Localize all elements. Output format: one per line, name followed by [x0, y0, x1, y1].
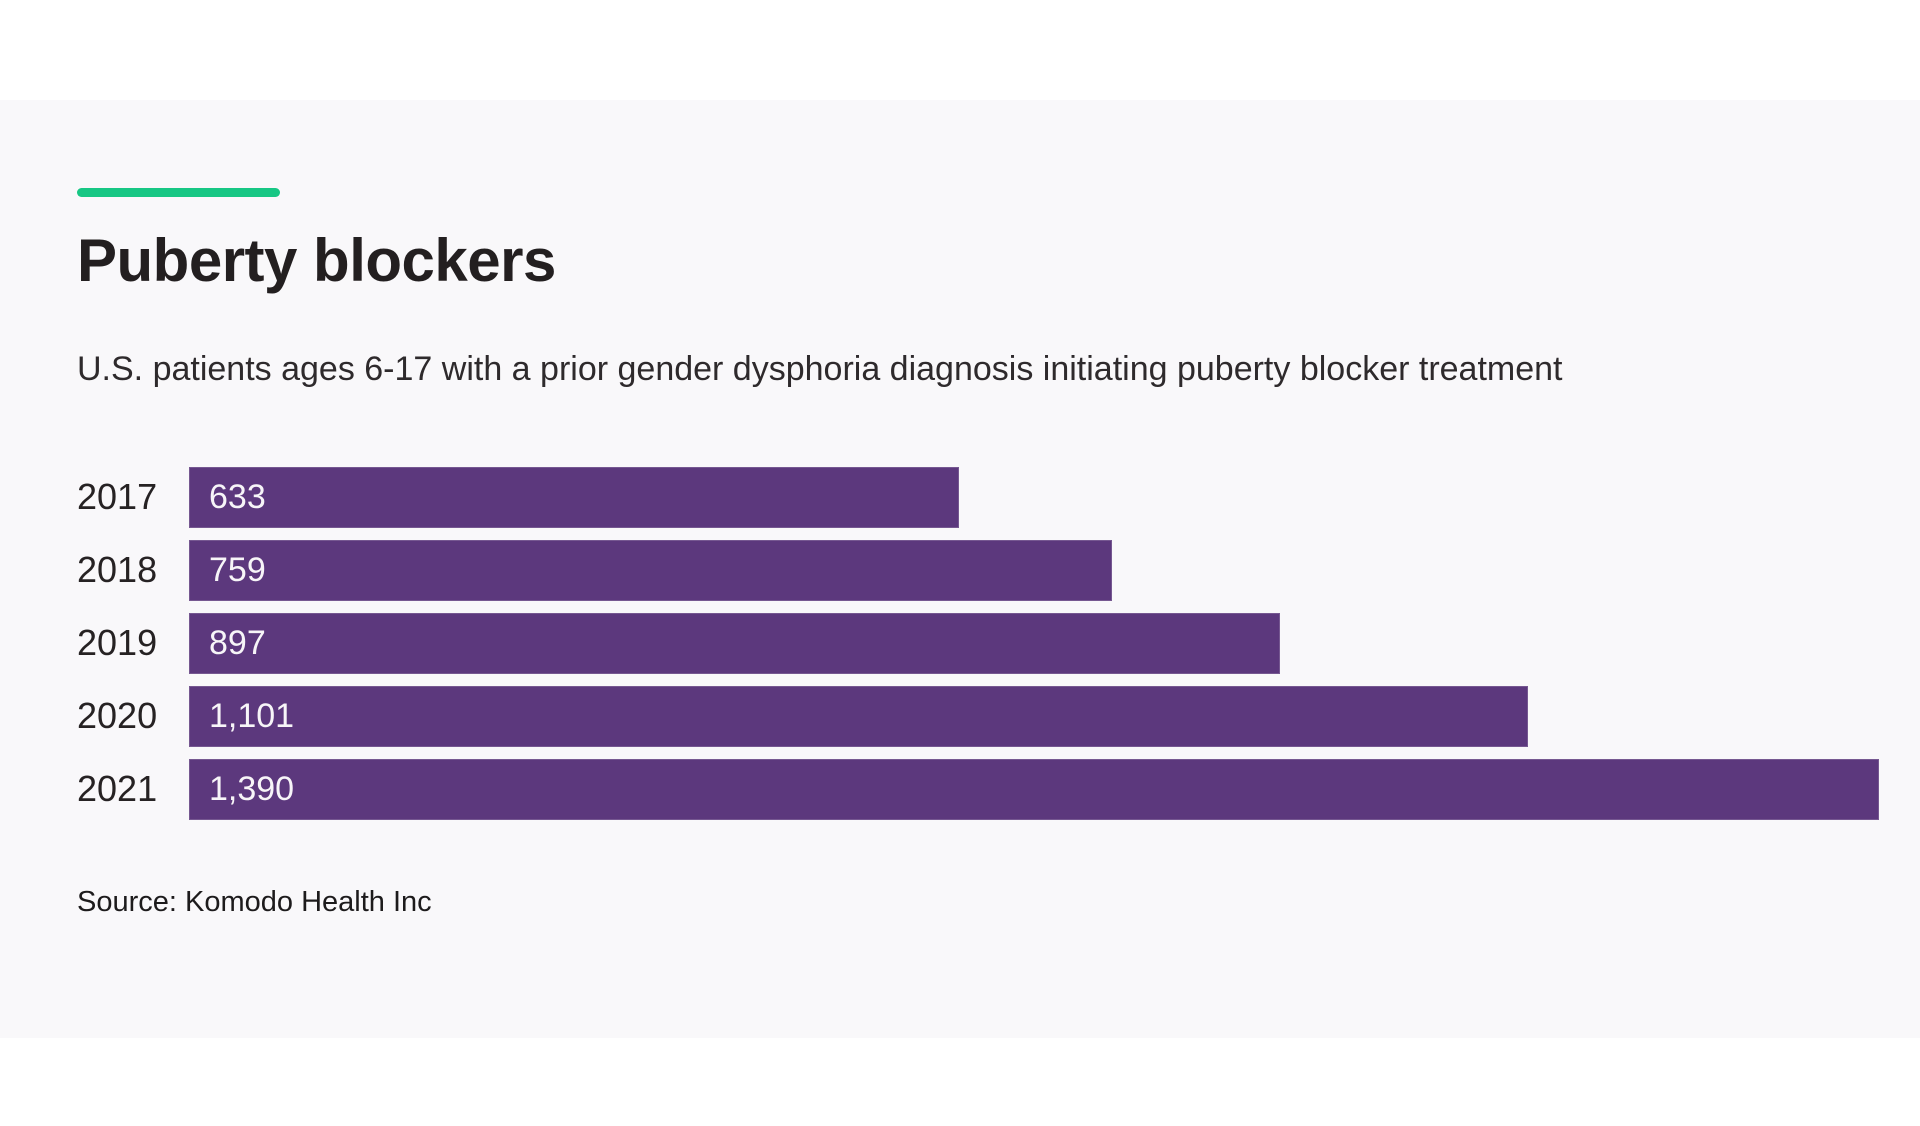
accent-rule: [77, 188, 280, 197]
year-label: 2018: [77, 549, 158, 591]
bar-2018: 759: [189, 539, 1112, 601]
bar-track: 759: [189, 539, 1879, 601]
bar-2017: 633: [189, 466, 959, 528]
bar-2019: 897: [189, 612, 1280, 674]
chart-row: 2021 1,390: [77, 758, 1880, 820]
chart-subtitle: U.S. patients ages 6-17 with a prior gen…: [77, 350, 1563, 388]
chart-panel: Puberty blockers U.S. patients ages 6-17…: [0, 100, 1920, 1038]
year-label: 2017: [77, 476, 158, 518]
bar-value-label: 759: [209, 551, 266, 590]
page-title: Puberty blockers: [77, 227, 556, 294]
bar-value-label: 897: [209, 624, 266, 663]
bar-value-label: 1,101: [209, 697, 295, 736]
bar-chart: 2017 633 2018 759 2019 897 2020 1,101 2021 1,390: [77, 466, 1880, 820]
bar-track: 633: [189, 466, 1879, 528]
year-label: 2019: [77, 622, 158, 664]
bar-track: 1,390: [189, 758, 1879, 820]
chart-row: 2020 1,101: [77, 685, 1880, 747]
year-label: 2021: [77, 768, 158, 810]
chart-row: 2018 759: [77, 539, 1880, 601]
chart-row: 2017 633: [77, 466, 1880, 528]
bar-value-label: 1,390: [209, 770, 295, 809]
bar-track: 1,101: [189, 685, 1879, 747]
bar-value-label: 633: [209, 478, 266, 517]
bar-2020: 1,101: [189, 685, 1528, 747]
chart-row: 2019 897: [77, 612, 1880, 674]
bar-track: 897: [189, 612, 1879, 674]
bar-2021: 1,390: [189, 758, 1879, 820]
source-line: Source: Komodo Health Inc: [77, 885, 432, 918]
year-label: 2020: [77, 695, 158, 737]
chart-content: Puberty blockers U.S. patients ages 6-17…: [0, 188, 1920, 1126]
